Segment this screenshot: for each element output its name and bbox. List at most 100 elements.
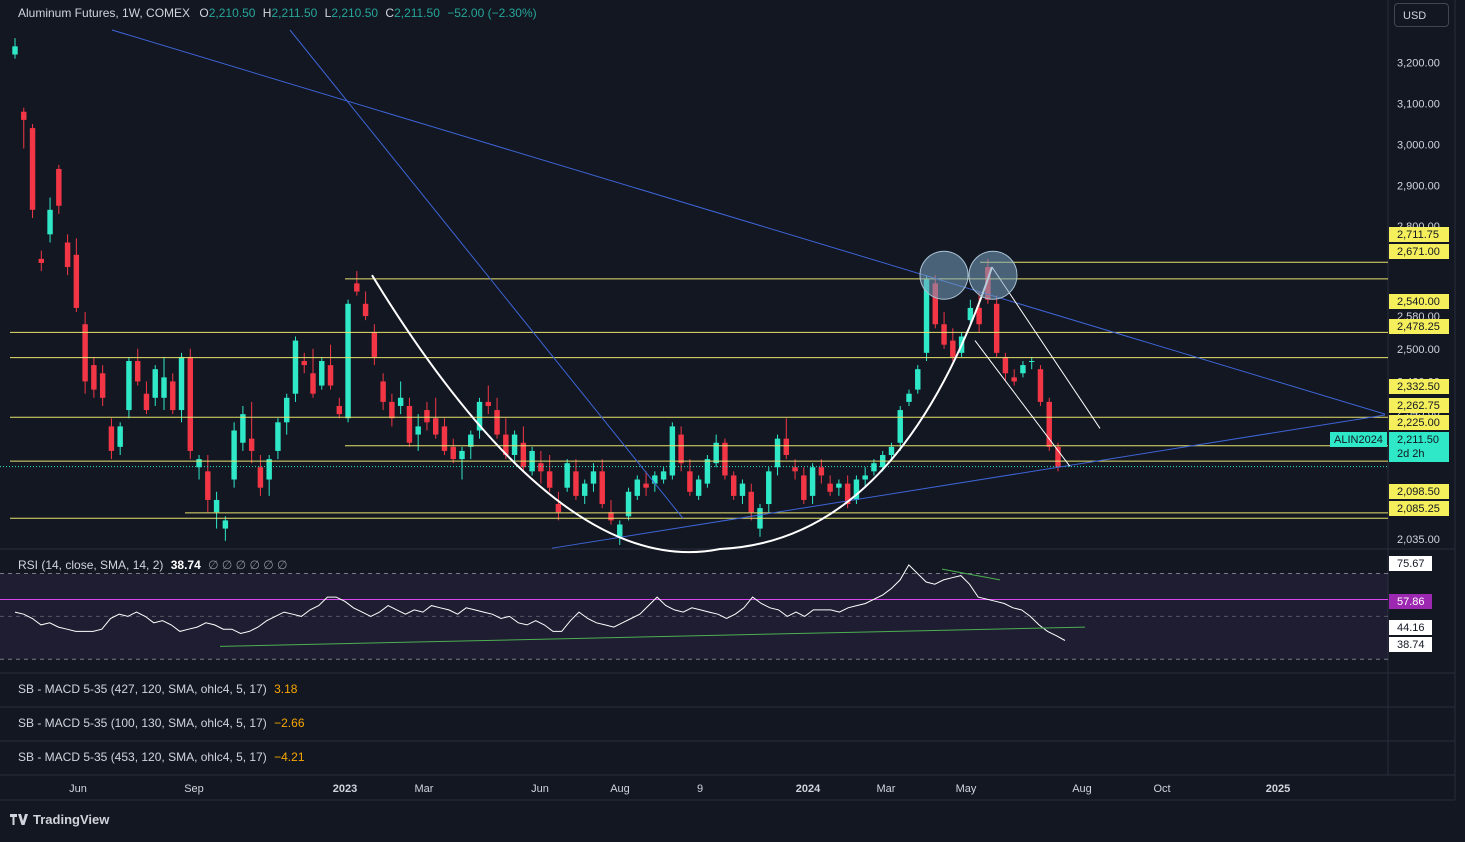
- candle: [424, 401, 430, 431]
- candle: [380, 373, 386, 411]
- candle: [555, 491, 562, 521]
- candle: [441, 418, 448, 456]
- price-level-label: [1389, 415, 1449, 430]
- time-axis-tick: 2024: [796, 783, 821, 795]
- candle: [91, 356, 97, 398]
- candle-body: [941, 324, 947, 345]
- macd-label-2: SB - MACD 5-35 (100, 130, SMA, ohlc4, 5,…: [18, 716, 267, 730]
- change-value: −52.00 (−2.30%): [447, 6, 537, 20]
- candle: [915, 365, 921, 394]
- candle-body: [573, 471, 579, 496]
- rsi-placeholders: ∅ ∅ ∅ ∅ ∅ ∅: [208, 558, 288, 572]
- candle: [117, 422, 123, 456]
- time-axis-tick: Aug: [1072, 783, 1092, 795]
- candle: [950, 328, 956, 362]
- candle: [573, 459, 579, 500]
- candle-body: [1028, 361, 1035, 363]
- macd-legend-1[interactable]: SB - MACD 5-35 (427, 120, SMA, ohlc4, 5,…: [18, 682, 297, 696]
- candle: [310, 348, 316, 398]
- candle: [871, 459, 877, 476]
- candle: [187, 348, 194, 460]
- channel-lower-line: [974, 340, 1071, 467]
- low-label: L: [324, 6, 332, 20]
- long-downtrend-line: [111, 29, 1386, 415]
- rsi-trend-support: [219, 626, 1086, 647]
- candle: [47, 197, 53, 243]
- candle-body: [730, 475, 737, 496]
- channel-upper-line: [991, 266, 1101, 429]
- price-axis-tick: 3,000.00: [1397, 139, 1440, 151]
- macd-legend-2[interactable]: SB - MACD 5-35 (100, 130, SMA, ohlc4, 5,…: [18, 716, 305, 730]
- price-level-label-text: 2,332.50: [1397, 381, 1440, 393]
- candle: [1037, 365, 1044, 406]
- candle: [196, 455, 202, 480]
- candle-body: [538, 463, 544, 472]
- high-label: H: [262, 6, 272, 20]
- candle-body: [608, 512, 614, 521]
- price-level-label: [1389, 319, 1449, 334]
- candle: [38, 250, 45, 272]
- time-axis-tick: 9: [697, 783, 703, 795]
- candle: [56, 164, 62, 214]
- candle: [459, 446, 465, 480]
- top-highlight-circle: [919, 250, 969, 300]
- candle: [432, 397, 439, 439]
- candle-body: [564, 463, 570, 488]
- macd-legend-3[interactable]: SB - MACD 5-35 (453, 120, SMA, ohlc4, 5,…: [18, 750, 305, 764]
- candle: [993, 295, 1000, 357]
- candle-body: [56, 168, 62, 206]
- candle-body: [476, 401, 483, 431]
- rsi-legend[interactable]: RSI (14, close, SMA, 14, 2) 38.74 ∅ ∅ ∅ …: [18, 558, 288, 572]
- candle-body: [29, 128, 36, 210]
- price-level-label-text: 2,085.25: [1397, 503, 1440, 515]
- candle-body: [275, 422, 281, 451]
- time-axis-tick: 2025: [1266, 783, 1290, 795]
- candle: [397, 381, 404, 415]
- candle: [275, 418, 281, 460]
- candle-body: [143, 393, 150, 411]
- candle-body: [187, 356, 194, 451]
- candle: [634, 475, 641, 500]
- candle-body: [783, 438, 790, 456]
- price-level-label: [1389, 294, 1449, 309]
- rsi-line: [14, 564, 1066, 641]
- candle: [687, 459, 693, 496]
- candle-body: [669, 426, 676, 476]
- candle-body: [257, 467, 264, 488]
- candle-body: [117, 426, 123, 447]
- currency-selector[interactable]: USD: [1394, 3, 1449, 27]
- candle-body: [967, 307, 974, 321]
- price-level-label-text: 2,671.00: [1397, 246, 1440, 258]
- candle-body: [976, 307, 982, 325]
- candle: [266, 455, 272, 496]
- tradingview-brand[interactable]: TradingView: [33, 812, 110, 827]
- candle-body: [581, 483, 588, 496]
- candles-group: [12, 38, 1061, 545]
- candle-body: [134, 361, 141, 382]
- candle: [625, 487, 632, 521]
- candle: [1055, 442, 1061, 472]
- price-level-label: [1389, 484, 1449, 499]
- candle: [766, 467, 772, 513]
- candle: [1046, 397, 1052, 451]
- candle: [389, 393, 395, 427]
- candle: [669, 422, 676, 480]
- candle-body: [248, 438, 255, 451]
- candle-body: [625, 491, 632, 517]
- price-level-label: [1389, 501, 1449, 516]
- candle: [354, 271, 360, 296]
- time-axis-tick: May: [956, 783, 977, 795]
- candle: [599, 459, 605, 509]
- candle: [1028, 356, 1035, 370]
- candle-body: [310, 373, 316, 394]
- candle-body: [739, 483, 746, 496]
- candle: [906, 389, 912, 406]
- candle-body: [213, 499, 220, 513]
- candle-body: [836, 483, 842, 488]
- candle-body: [844, 483, 851, 505]
- candle-body: [406, 405, 413, 443]
- candle-body: [871, 463, 877, 472]
- last-price-value: 2,211.50: [1397, 434, 1439, 446]
